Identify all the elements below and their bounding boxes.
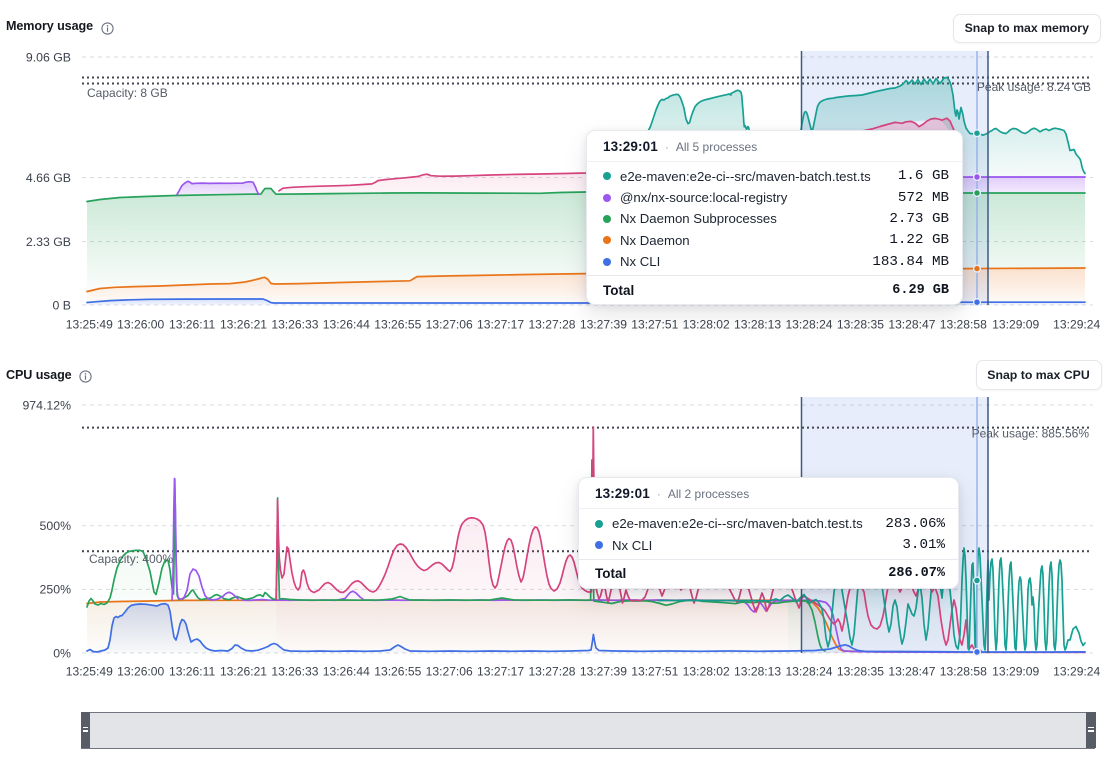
svg-text:13:28:35: 13:28:35: [837, 318, 884, 332]
svg-text:13:27:17: 13:27:17: [477, 665, 524, 679]
svg-text:13:28:24: 13:28:24: [785, 665, 832, 679]
svg-text:13:27:39: 13:27:39: [580, 318, 627, 332]
svg-text:13:29:09: 13:29:09: [992, 318, 1039, 332]
svg-text:13:26:44: 13:26:44: [323, 318, 370, 332]
svg-text:Peak usage: 885.56%: Peak usage: 885.56%: [972, 427, 1090, 441]
svg-text:250%: 250%: [40, 583, 72, 597]
svg-text:13:27:51: 13:27:51: [631, 665, 678, 679]
svg-text:13:26:55: 13:26:55: [374, 318, 421, 332]
svg-text:13:27:17: 13:27:17: [477, 318, 524, 332]
svg-text:13:29:24: 13:29:24: [1053, 665, 1100, 679]
svg-text:13:28:47: 13:28:47: [888, 318, 935, 332]
svg-text:13:25:49: 13:25:49: [66, 318, 113, 332]
svg-text:13:26:11: 13:26:11: [169, 318, 215, 332]
svg-text:13:26:00: 13:26:00: [117, 665, 164, 679]
svg-text:13:27:51: 13:27:51: [631, 318, 678, 332]
svg-text:13:27:39: 13:27:39: [580, 665, 627, 679]
svg-text:13:28:58: 13:28:58: [940, 318, 987, 332]
svg-text:13:28:02: 13:28:02: [683, 665, 730, 679]
svg-text:Peak usage: 8.24 GB: Peak usage: 8.24 GB: [977, 80, 1091, 94]
svg-text:9.06 GB: 9.06 GB: [26, 50, 71, 64]
svg-text:13:28:35: 13:28:35: [837, 665, 884, 679]
svg-text:13:26:55: 13:26:55: [374, 665, 421, 679]
svg-text:0%: 0%: [53, 646, 71, 660]
svg-text:13:27:28: 13:27:28: [528, 318, 575, 332]
svg-text:13:25:49: 13:25:49: [66, 665, 113, 679]
svg-text:13:26:00: 13:26:00: [117, 318, 164, 332]
svg-text:13:26:33: 13:26:33: [271, 665, 318, 679]
svg-text:13:29:09: 13:29:09: [992, 665, 1039, 679]
svg-text:13:28:02: 13:28:02: [683, 318, 730, 332]
svg-text:974.12%: 974.12%: [22, 398, 71, 412]
svg-text:0 B: 0 B: [53, 298, 71, 312]
svg-text:13:28:13: 13:28:13: [734, 318, 781, 332]
svg-text:13:28:58: 13:28:58: [940, 665, 987, 679]
svg-text:13:26:11: 13:26:11: [169, 665, 215, 679]
svg-text:13:26:21: 13:26:21: [220, 318, 267, 332]
svg-text:13:28:47: 13:28:47: [888, 665, 935, 679]
svg-text:13:26:44: 13:26:44: [323, 665, 370, 679]
svg-text:13:26:21: 13:26:21: [220, 665, 267, 679]
svg-text:13:28:24: 13:28:24: [785, 318, 832, 332]
svg-text:13:27:06: 13:27:06: [426, 318, 473, 332]
svg-text:4.66 GB: 4.66 GB: [26, 171, 71, 185]
svg-text:13:27:06: 13:27:06: [426, 665, 473, 679]
svg-text:13:28:13: 13:28:13: [734, 665, 781, 679]
svg-text:13:26:33: 13:26:33: [271, 318, 318, 332]
svg-text:2.33 GB: 2.33 GB: [26, 235, 71, 249]
svg-text:Capacity: 400%: Capacity: 400%: [89, 552, 173, 566]
svg-text:Capacity: 8 GB: Capacity: 8 GB: [87, 86, 168, 100]
svg-text:500%: 500%: [40, 519, 72, 533]
svg-text:13:29:24: 13:29:24: [1053, 318, 1100, 332]
svg-text:13:27:28: 13:27:28: [528, 665, 575, 679]
